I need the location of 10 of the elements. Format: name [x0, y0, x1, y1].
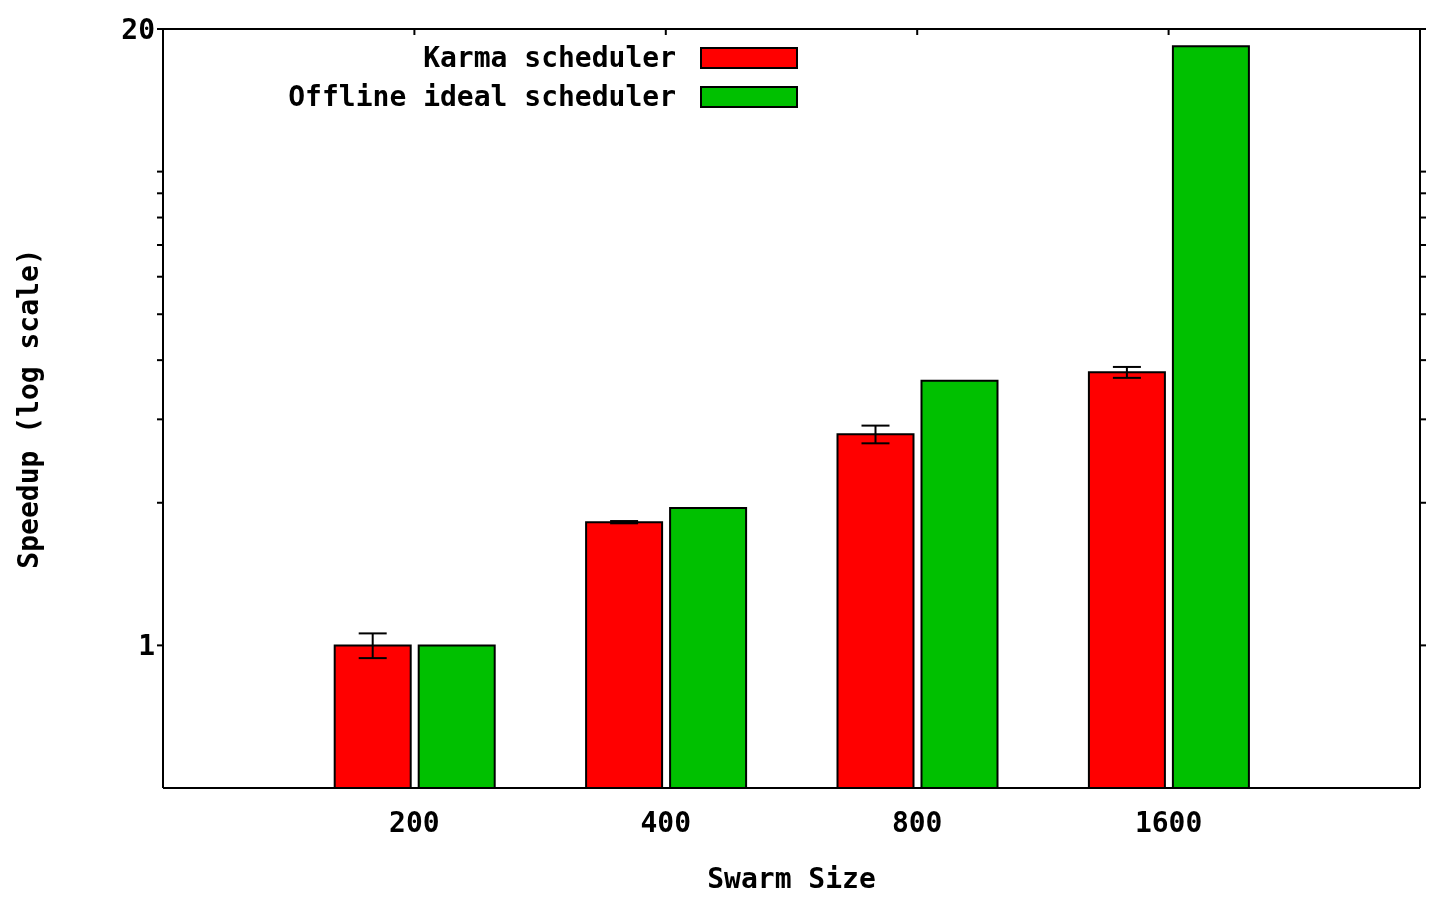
y-axis-title: Speedup (log scale) — [11, 248, 45, 569]
y-tick-label: 20 — [121, 12, 155, 46]
x-tick-label: 400 — [640, 805, 692, 839]
legend-label: Karma scheduler — [423, 41, 676, 74]
x-tick-label: 200 — [389, 805, 440, 839]
x-tick-label: 800 — [891, 805, 943, 839]
x-axis-title: Swarm Size — [707, 862, 876, 895]
y-tick-label: 1 — [138, 629, 155, 663]
legend-label: Offline ideal scheduler — [288, 80, 676, 113]
x-tick-label: 1600 — [1134, 805, 1203, 839]
